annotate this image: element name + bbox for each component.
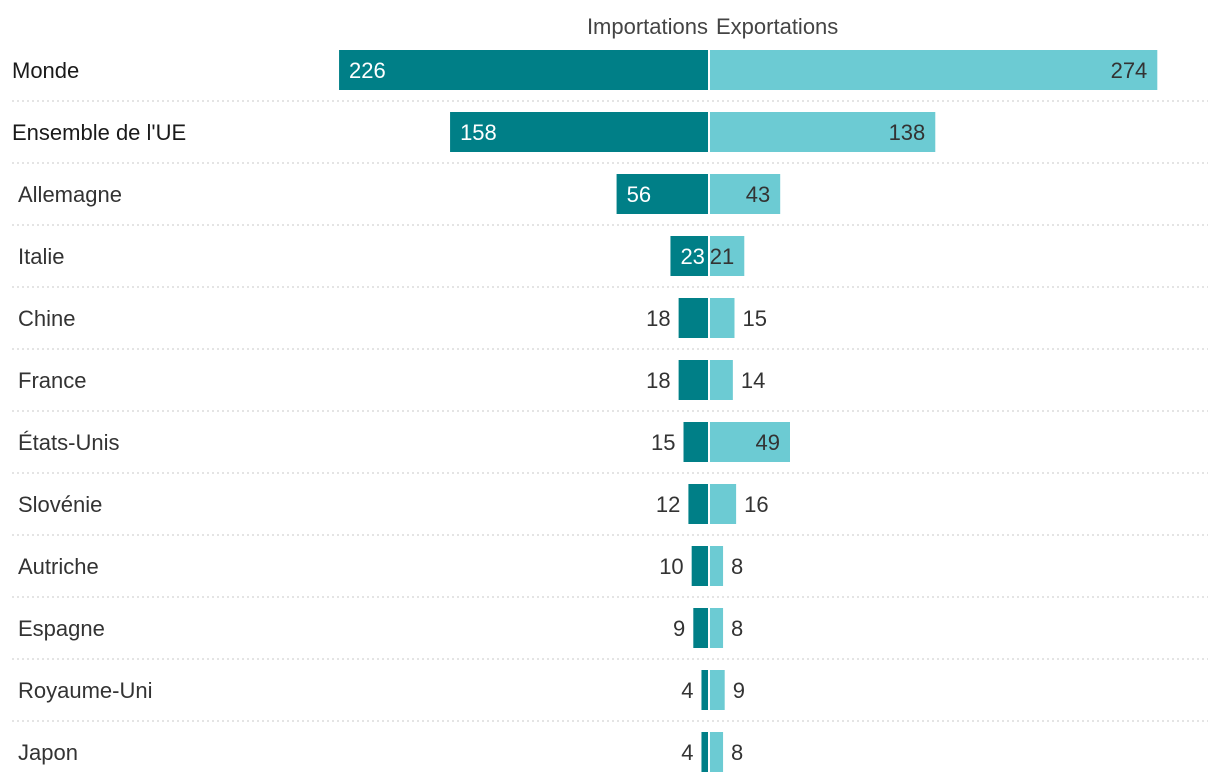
category-label-italie: Italie [18, 244, 64, 269]
category-label-monde: Monde [12, 58, 79, 83]
category-label-espagne: Espagne [18, 616, 105, 641]
import-bar-etats-unis [683, 422, 708, 462]
import-value-slovenie: 12 [656, 492, 680, 517]
import-bar-espagne [693, 608, 708, 648]
category-label-autriche: Autriche [18, 554, 99, 579]
import-bar-chine [678, 298, 708, 338]
export-bar-italie [710, 236, 745, 276]
import-bar-france [678, 360, 708, 400]
export-value-italie: 21 [710, 244, 734, 269]
import-bar-japon [701, 732, 708, 772]
export-bar-slovenie [710, 484, 737, 524]
category-label-france: France [18, 368, 86, 393]
export-value-monde: 274 [1111, 58, 1148, 83]
export-value-japon: 8 [731, 740, 743, 765]
import-value-japon: 4 [681, 740, 693, 765]
import-bar-ensemble-de-l-ue [450, 112, 708, 152]
import-value-france: 18 [646, 368, 670, 393]
export-value-autriche: 8 [731, 554, 743, 579]
export-bar-autriche [710, 546, 724, 586]
category-label-royaume-uni: Royaume-Uni [18, 678, 153, 703]
category-label-slovenie: Slovénie [18, 492, 102, 517]
export-bar-monde [710, 50, 1158, 90]
category-label-etats-unis: États-Unis [18, 430, 119, 455]
import-bar-slovenie [688, 484, 708, 524]
import-value-italie: 23 [680, 244, 704, 269]
export-bar-ensemble-de-l-ue [710, 112, 936, 152]
import-value-espagne: 9 [673, 616, 685, 641]
category-label-allemagne: Allemagne [18, 182, 122, 207]
export-value-chine: 15 [742, 306, 766, 331]
import-bar-allemagne [616, 174, 708, 214]
category-label-japon: Japon [18, 740, 78, 765]
import-value-monde: 226 [349, 58, 386, 83]
category-label-chine: Chine [18, 306, 75, 331]
export-bar-royaume-uni [710, 670, 725, 710]
export-bar-france [710, 360, 733, 400]
export-value-france: 14 [741, 368, 765, 393]
export-bar-espagne [710, 608, 724, 648]
import-value-allemagne: 56 [627, 182, 651, 207]
export-bar-japon [710, 732, 724, 772]
export-bar-chine [710, 298, 735, 338]
export-bar-etats-unis [710, 422, 790, 462]
import-value-ensemble-de-l-ue: 158 [460, 120, 497, 145]
export-value-royaume-uni: 9 [733, 678, 745, 703]
import-value-chine: 18 [646, 306, 670, 331]
import-value-etats-unis: 15 [651, 430, 675, 455]
import-bar-italie [670, 236, 708, 276]
import-value-autriche: 10 [659, 554, 683, 579]
export-value-espagne: 8 [731, 616, 743, 641]
import-bar-monde [339, 50, 708, 90]
legend-importations: Importations [587, 14, 708, 39]
category-label-ensemble-de-l-ue: Ensemble de l'UE [12, 120, 186, 145]
export-bar-allemagne [710, 174, 781, 214]
legend-exportations: Exportations [716, 14, 838, 39]
import-bar-autriche [691, 546, 708, 586]
export-value-ensemble-de-l-ue: 138 [889, 120, 926, 145]
import-bar-royaume-uni [701, 670, 708, 710]
export-value-slovenie: 16 [744, 492, 768, 517]
export-value-etats-unis: 49 [756, 430, 780, 455]
import-value-royaume-uni: 4 [681, 678, 693, 703]
export-value-allemagne: 43 [746, 182, 770, 207]
